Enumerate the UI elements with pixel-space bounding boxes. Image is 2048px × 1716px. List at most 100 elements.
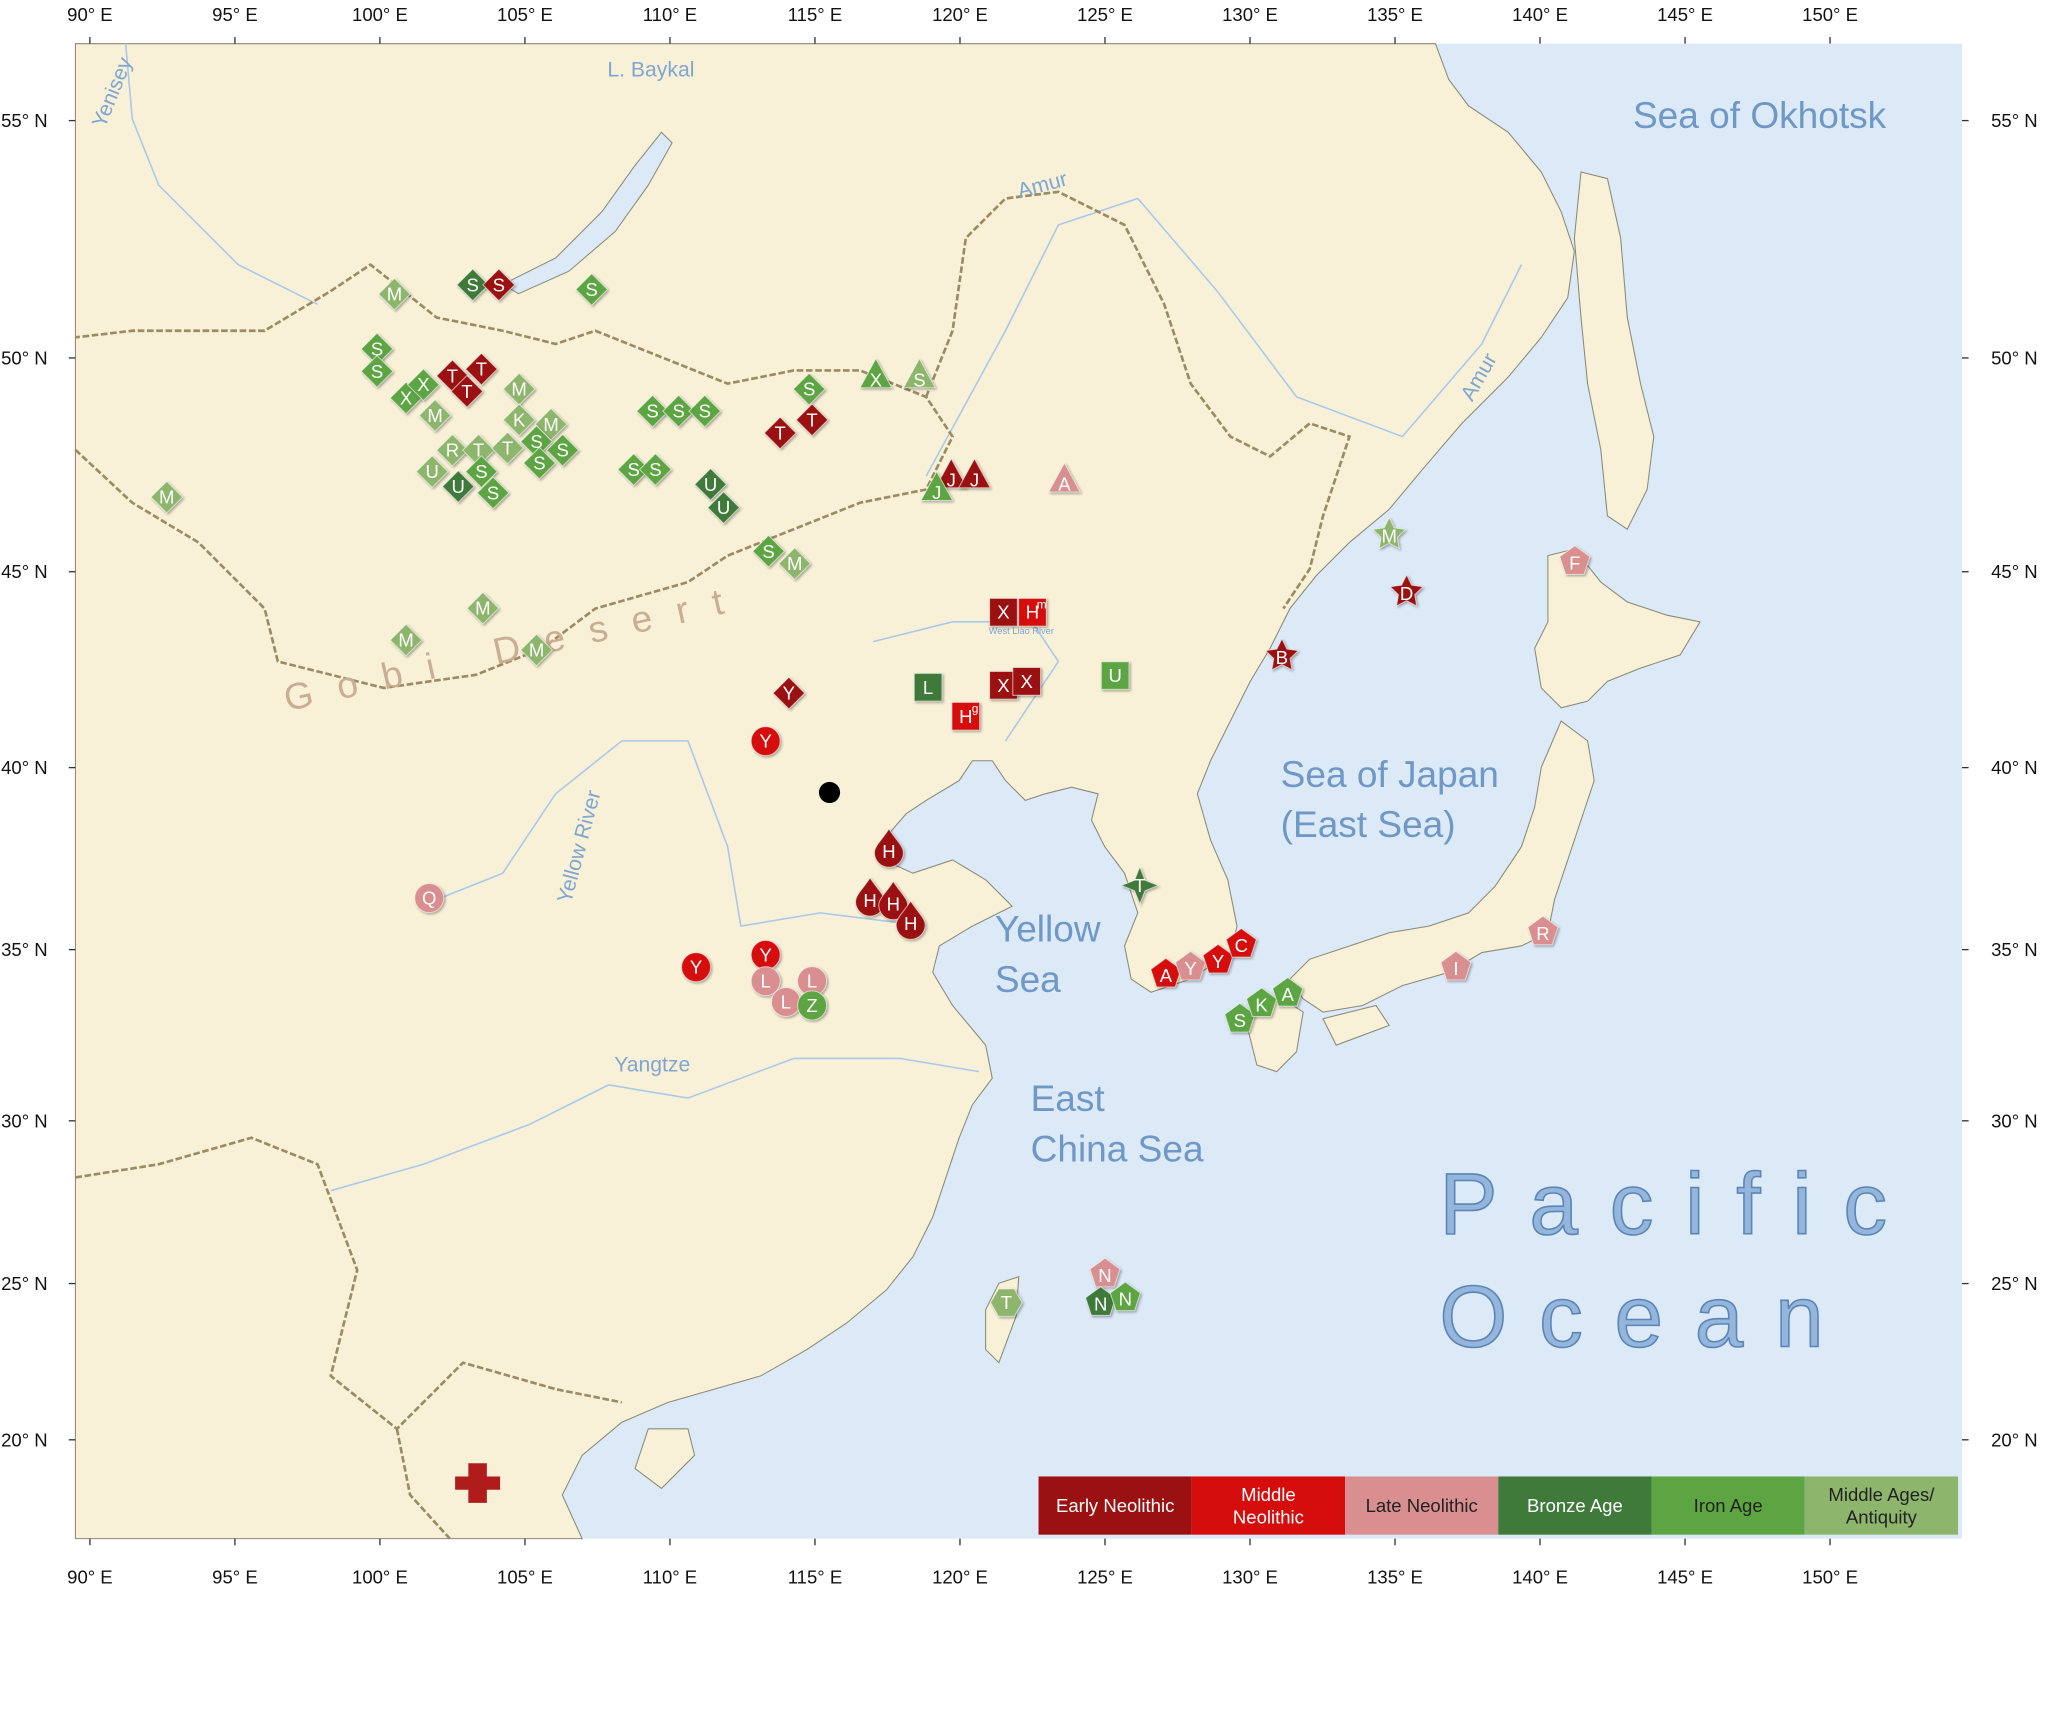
legend-swatch <box>1651 1476 1805 1535</box>
site-label: T <box>461 381 472 402</box>
site-label: L <box>807 971 817 992</box>
axes: 90° E 90° E 95° E 95° E 100° E 100° E 105° E 10… <box>1 4 2038 1587</box>
x-tick-label: 150° E <box>1802 1567 1858 1588</box>
site-label: Y <box>759 944 771 965</box>
legend-swatch <box>1191 1476 1346 1535</box>
sea-label: East <box>1031 1077 1106 1119</box>
site-label: S <box>467 274 479 295</box>
site-marker <box>989 1288 1023 1317</box>
site-marker <box>1559 544 1591 575</box>
site-marker <box>638 452 673 487</box>
site-marker <box>575 272 609 307</box>
ocean-label: Ocean <box>1439 1267 1855 1365</box>
site-marker <box>502 403 536 437</box>
y-tick-label: 35° N <box>1 939 48 960</box>
y-tick-label: 25° N <box>1 1273 48 1294</box>
river <box>124 43 318 305</box>
site-label: M <box>543 414 558 435</box>
site-label: H <box>1026 602 1039 623</box>
site-marker <box>1012 666 1042 696</box>
x-tick-label: 120° E <box>932 4 988 25</box>
x-tick-label: 125° E <box>1077 1567 1133 1588</box>
site-label: K <box>513 409 526 430</box>
x-tick-label: 90° E <box>67 1567 113 1588</box>
site-marker <box>441 469 475 504</box>
y-tick-label: 40° N <box>1991 757 2038 778</box>
site-marker <box>482 268 516 302</box>
site-marker <box>895 900 926 940</box>
site-marker <box>1245 987 1278 1018</box>
site-marker <box>389 623 423 657</box>
honshu <box>1289 720 1595 1013</box>
site-label: M <box>787 553 802 574</box>
site-marker <box>751 534 786 568</box>
site-label: H <box>959 706 972 727</box>
site-label: N <box>1098 1265 1111 1286</box>
sakhalin <box>1573 171 1655 530</box>
site-label: U <box>717 497 730 518</box>
legend-label: Iron Age <box>1694 1495 1763 1516</box>
site-label: H <box>863 890 876 911</box>
site-marker <box>415 455 449 489</box>
site-label: Y <box>690 957 702 978</box>
site-label: M <box>398 630 413 651</box>
site-label: X <box>400 387 412 408</box>
legend-swatch <box>1038 1476 1192 1535</box>
site-marker <box>1389 573 1425 607</box>
x-tick-label: 110° E <box>643 1567 697 1588</box>
river <box>330 1057 980 1192</box>
site-label: H <box>882 841 895 862</box>
x-tick-label: 105° E <box>497 4 553 25</box>
site-label: T <box>476 359 487 380</box>
river <box>925 197 1523 477</box>
site-label: R <box>446 440 459 461</box>
x-tick-label: 120° E <box>932 1567 988 1588</box>
site-marker <box>414 883 445 914</box>
site-label: T <box>473 440 484 461</box>
y-tick-label: 45° N <box>1 561 48 582</box>
site-label: X <box>997 675 1009 696</box>
x-tick-label: 150° E <box>1802 4 1858 25</box>
site-label: I <box>1453 958 1458 979</box>
site-label: L <box>781 991 791 1012</box>
x-tick-label: 145° E <box>1657 4 1713 25</box>
site-label: Z <box>806 995 817 1016</box>
site-label: S <box>913 369 925 390</box>
baykal <box>501 131 673 295</box>
legend-label: Middle <box>1241 1484 1296 1505</box>
site-label: X <box>997 602 1009 623</box>
river-label: West Liao River <box>989 626 1054 636</box>
river <box>436 740 927 928</box>
site-label: T <box>502 438 513 459</box>
x-tick-label: 95° E <box>212 1567 258 1588</box>
site-marker <box>1089 1257 1121 1288</box>
x-tick-label: 140° E <box>1512 4 1568 25</box>
site-marker <box>688 394 722 428</box>
site-marker <box>662 394 696 428</box>
site-label: Y <box>759 731 771 752</box>
site-marker <box>796 990 828 1021</box>
site-label: U <box>1108 665 1121 686</box>
site-marker <box>476 476 510 510</box>
x-tick-label: 90° E <box>67 4 113 25</box>
y-tick-label: 45° N <box>1991 561 2038 582</box>
site-label: U <box>425 461 438 482</box>
x-tick-label: 110° E <box>643 4 697 25</box>
cross-symbol <box>455 1463 501 1503</box>
site-label: S <box>628 459 640 480</box>
site-label-sup: m <box>1037 597 1047 611</box>
site-marker <box>706 490 741 525</box>
site-label: M <box>387 284 402 305</box>
site-marker <box>913 672 943 702</box>
map-root: Sea of Okhotsk Sea of Japan (East Sea) Y… <box>1 4 2038 1587</box>
site-label: T <box>806 409 817 430</box>
y-tick-label: 55° N <box>1 110 48 131</box>
site-marker <box>406 368 441 402</box>
site-marker <box>522 446 557 480</box>
sea-label: Sea <box>995 958 1061 1000</box>
site-marker <box>1109 1281 1142 1312</box>
site-label: S <box>699 401 711 422</box>
site-label: S <box>556 440 568 461</box>
